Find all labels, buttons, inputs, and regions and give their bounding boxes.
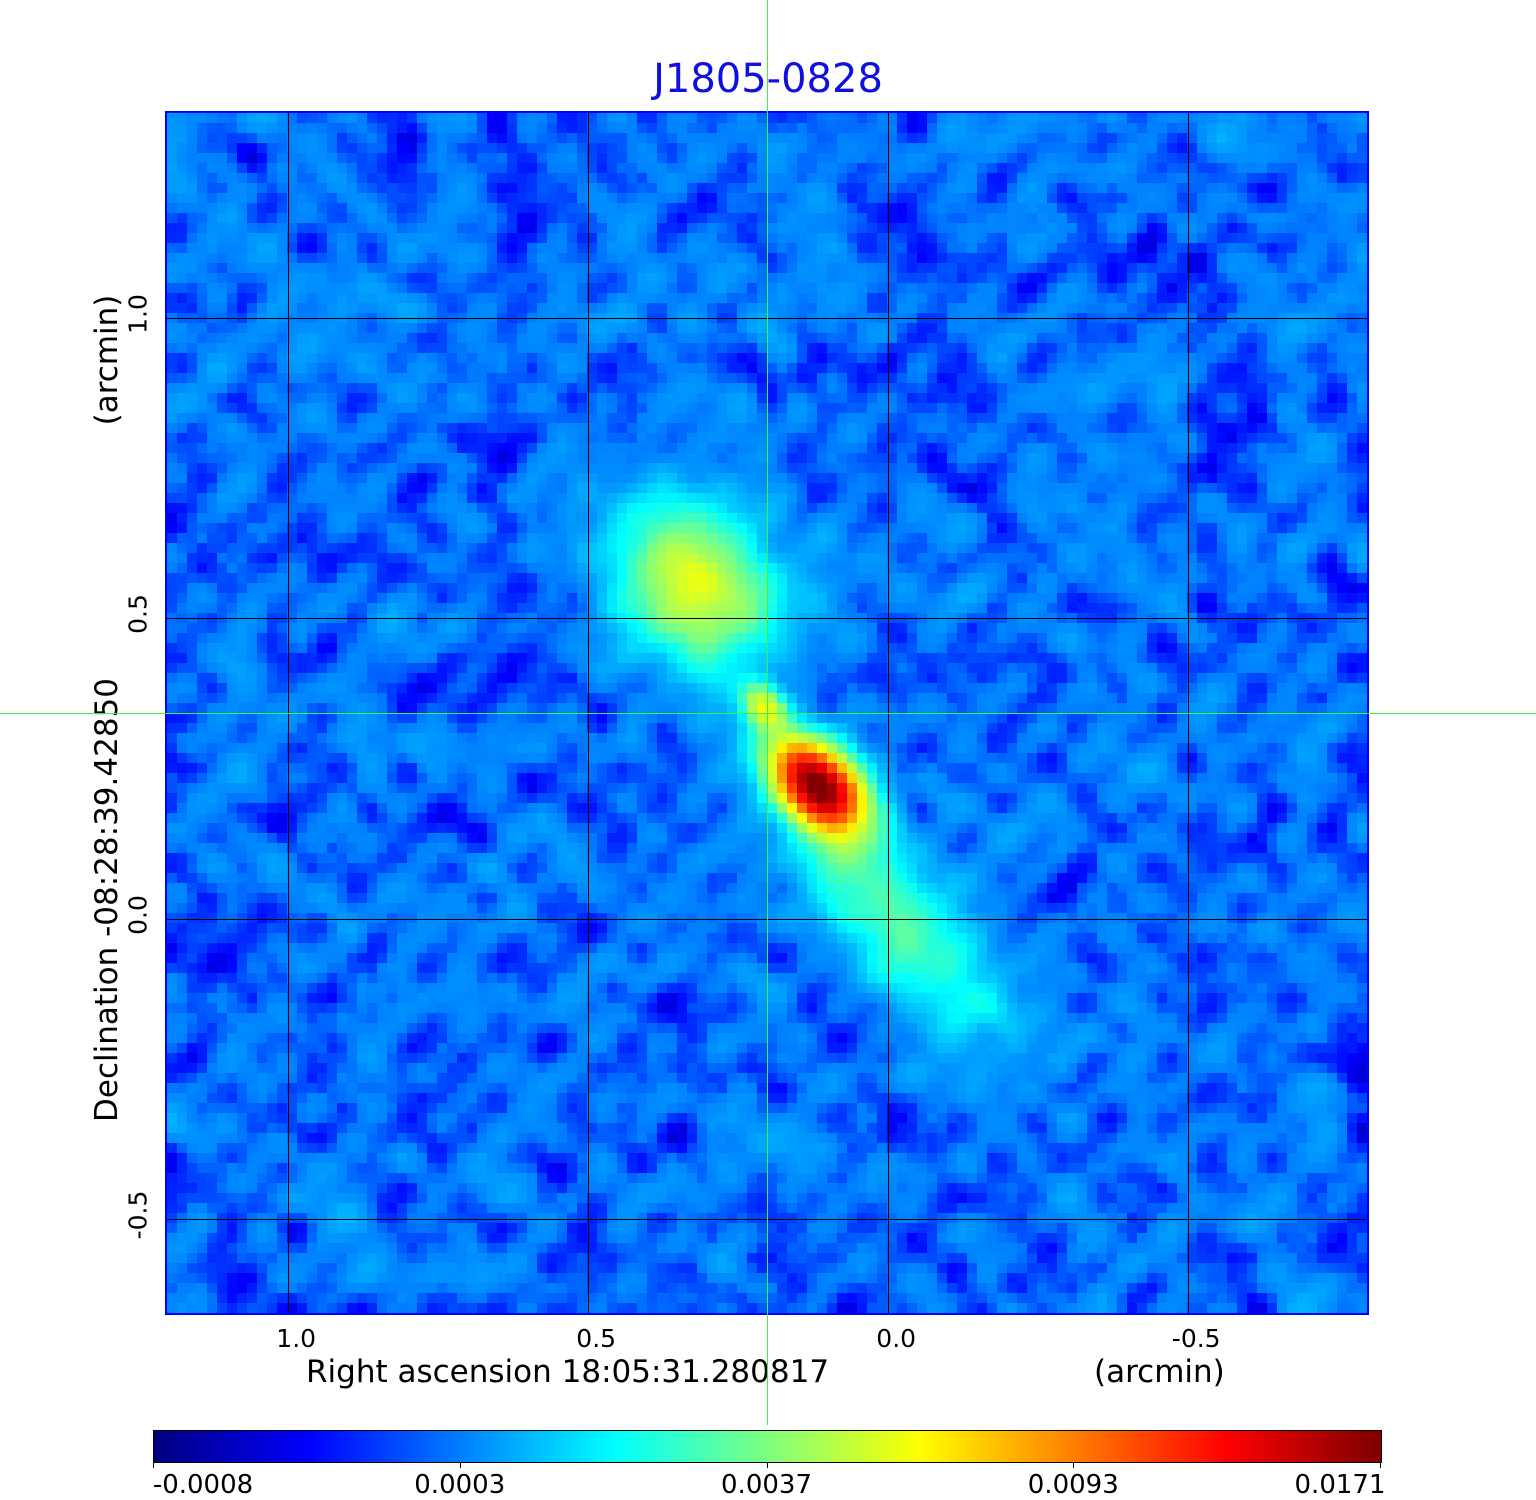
x-tick-label: -0.5 xyxy=(1171,1324,1221,1353)
crosshair-vertical xyxy=(767,0,768,1425)
colorbar-tick xyxy=(1380,1462,1381,1468)
colorbar-tick-label: 0.0037 xyxy=(721,1470,812,1500)
crosshair-horizontal xyxy=(0,713,1536,714)
y-tick-label: 1.0 xyxy=(123,294,153,335)
colorbar-tick-label: -0.0008 xyxy=(152,1470,254,1500)
colorbar-tick-label: 0.0003 xyxy=(414,1470,506,1500)
x-tick-label: 0.0 xyxy=(876,1324,917,1353)
colorbar-tick xyxy=(766,1462,768,1468)
y-tick-label: -0.5 xyxy=(123,1190,153,1240)
colorbar-tick xyxy=(153,1462,154,1468)
colorbar-tick xyxy=(459,1462,461,1468)
y-tick-label: 0.5 xyxy=(123,594,153,635)
y-tick-label: 0.0 xyxy=(123,894,153,935)
x-tick-label: 1.0 xyxy=(276,1324,317,1353)
colorbar-tick-label: 0.0171 xyxy=(1294,1470,1386,1500)
colorbar-tick-label: 0.0093 xyxy=(1027,1470,1119,1500)
colorbar xyxy=(153,1430,1382,1463)
x-axis-unit: (arcmin) xyxy=(1094,1354,1225,1390)
chart-title: J1805-0828 xyxy=(653,56,883,102)
y-axis-label: Declination -08:28:39.42850 xyxy=(89,678,125,1122)
colorbar-tick xyxy=(1073,1462,1075,1468)
y-axis-unit: (arcmin) xyxy=(89,294,125,426)
x-axis-label: Right ascension 18:05:31.280817 xyxy=(306,1354,830,1390)
x-tick-label: 0.5 xyxy=(576,1324,617,1353)
